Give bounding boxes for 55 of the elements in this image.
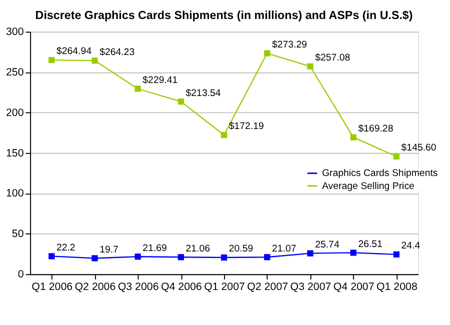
- x-tick-label: Q3 2006: [118, 281, 159, 294]
- x-tick-label: Q4 2007: [333, 281, 374, 294]
- point: [350, 134, 356, 140]
- data-label: 20.59: [228, 244, 254, 255]
- data-label: 22.2: [56, 242, 76, 254]
- point: [178, 98, 184, 105]
- legend-label: Average Selling Price: [322, 180, 414, 192]
- x-tick-label: Q1 2008: [376, 281, 418, 294]
- point: [264, 254, 270, 260]
- point: [48, 56, 55, 64]
- x-tick-label: Q2 2007: [247, 281, 288, 294]
- data-label: 21.07: [272, 243, 296, 254]
- point: [393, 153, 400, 160]
- x-tick-label: Q1 2006: [32, 281, 73, 294]
- data-label: 24.4: [401, 240, 421, 252]
- y-tick-label: 150: [6, 147, 24, 160]
- data-label: $264.23: [100, 46, 135, 58]
- y-tick-label: 50: [12, 228, 24, 240]
- y-tick-label: 300: [6, 26, 24, 38]
- point: [134, 86, 141, 92]
- data-label: $213.54: [186, 88, 222, 99]
- x-tick-label: Q3 2007: [290, 281, 332, 294]
- data-label: $172.19: [228, 121, 264, 132]
- data-label: $257.08: [315, 52, 350, 64]
- x-tick-label: Q4 2006: [160, 281, 202, 294]
- data-label: 21.69: [142, 242, 167, 254]
- point: [350, 250, 356, 256]
- y-tick-label: 100: [6, 188, 24, 200]
- data-label: $169.28: [358, 124, 394, 135]
- point: [92, 58, 98, 64]
- data-label: 26.51: [358, 238, 382, 250]
- data-label: $264.94: [56, 46, 92, 58]
- point: [48, 253, 55, 260]
- data-label: $229.41: [142, 74, 178, 86]
- y-tick-label: 200: [6, 106, 24, 119]
- point: [220, 132, 228, 138]
- data-label: $273.29: [272, 39, 308, 50]
- data-label: 21.06: [186, 243, 210, 254]
- point: [92, 255, 98, 262]
- y-tick-label: 0: [18, 268, 24, 281]
- y-tick-label: 250: [6, 66, 24, 78]
- point: [264, 50, 270, 56]
- data-label: 25.74: [315, 240, 340, 251]
- x-tick-label: Q1 2007: [204, 281, 246, 294]
- point: [134, 254, 141, 260]
- data-label: $145.60: [401, 142, 437, 154]
- point: [307, 63, 314, 70]
- data-label: 19.7: [100, 244, 118, 256]
- point: [393, 251, 400, 258]
- legend-label: Graphics Cards Shipments: [322, 168, 438, 180]
- point: [307, 250, 314, 256]
- point: [220, 254, 228, 261]
- point: [178, 254, 184, 260]
- x-tick-label: Q2 2006: [74, 281, 116, 294]
- chart-title: Discrete Graphics Cards Shipments (in millions) and ASPs (in U.S.$): [35, 9, 413, 22]
